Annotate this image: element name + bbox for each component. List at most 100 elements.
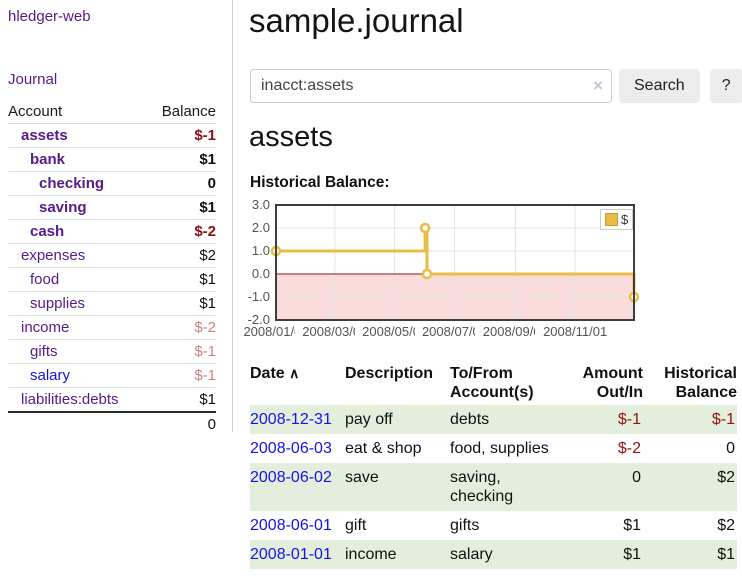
amount-column-header: Amount Out/In [582,365,643,401]
account-link-checking[interactable]: checking [39,175,105,192]
transaction-description: pay off [345,405,450,434]
transaction-row[interactable]: 2008-06-01 gift gifts $1 $2 [250,511,737,540]
x-axis-tick-label: 2008/11/01 [535,324,616,339]
account-link-bank[interactable]: bank [30,151,66,168]
account-row: supplies $1 [8,291,216,316]
transaction-balance: $1 [643,540,737,569]
y-axis-tick-label: 3.0 [251,197,270,212]
sort-ascending-icon: ∧ [289,365,300,381]
account-row: saving $1 [8,195,216,220]
transaction-date-link[interactable]: 2008-12-31 [250,411,332,428]
account-column-header: Account [8,100,148,124]
x-axis-tick-label: 2008/07/01 [414,324,495,339]
account-balance: $-1 [147,339,216,364]
account-row: cash $-2 [8,219,216,244]
search-form: × Search ? [250,69,742,103]
transaction-description: gift [345,517,367,534]
historical-balance-chart: $ 3.0 2.0 1.0 0.0 -1.0 -2.0 2008/01/01 2008/03/… [236,197,742,349]
y-axis-tick-label: -1.0 [247,289,270,304]
transaction-amount: $1 [565,540,643,569]
transaction-row[interactable]: 2008-06-03 eat & shop food, supplies $-2… [250,434,737,463]
sidebar-item-journal[interactable]: Journal [8,71,58,88]
transaction-row[interactable]: 2008-12-31 pay off debts $-1 $-1 [250,405,737,434]
account-link-gifts[interactable]: gifts [30,343,58,360]
account-link-food[interactable]: food [30,271,60,288]
account-row: income $-2 [8,315,216,340]
account-row: gifts $-1 [8,339,216,364]
account-link-liabilities-debts[interactable]: liabilities:debts [21,391,119,408]
y-axis-tick-label: 2.0 [251,220,270,235]
account-link-supplies[interactable]: supplies [30,295,86,312]
transaction-date-link[interactable]: 2008-06-03 [250,440,332,457]
account-balance: 0 [147,171,216,196]
account-link-expenses[interactable]: expenses [21,247,86,264]
account-balance: $-2 [147,219,216,244]
account-balance: $-2 [147,315,216,340]
balance-column-header: Historical Balance [664,365,737,401]
account-link-cash[interactable]: cash [30,223,65,240]
transaction-accounts: saving, checking [450,463,565,511]
search-button[interactable]: Search [619,69,700,103]
transaction-description: income [345,540,450,569]
account-link-assets[interactable]: assets [21,127,68,144]
transaction-date-link[interactable]: 2008-01-01 [250,546,332,563]
transaction-accounts: food, supplies [450,440,549,457]
transaction-balance: $2 [643,463,737,511]
account-balance: $-1 [147,363,216,388]
account-balance: $1 [147,291,216,316]
account-link-income[interactable]: income [21,319,70,336]
date-column-header[interactable]: Date ∧ [250,365,300,382]
transaction-amount: $-1 [565,405,643,434]
y-axis-tick-label: 0.0 [251,266,270,281]
transaction-balance: $2 [717,517,735,534]
account-balance: $1 [147,195,216,220]
transaction-amount: $-2 [617,440,641,457]
description-column-header: Description [345,365,434,382]
account-link-saving[interactable]: saving [39,199,87,216]
search-help-button[interactable]: ? [709,69,742,103]
account-tree-table: Account Balance assets $-1 bank $1 check… [8,100,216,436]
chart-legend: $ [600,209,634,230]
transaction-amount: $1 [623,517,641,534]
transaction-description: eat & shop [345,440,422,457]
transaction-balance: $-1 [643,405,737,434]
transaction-accounts: debts [450,405,565,434]
transaction-row[interactable]: 2008-06-02 save saving, checking 0 $2 [250,463,737,511]
account-row: bank $1 [8,147,216,172]
balance-column-header: Balance [147,100,216,124]
y-axis-tick-label: -2.0 [247,312,270,327]
transaction-amount: 0 [565,463,643,511]
page-title: sample.journal [249,2,464,39]
accounts-column-header: To/From Account(s) [450,365,534,401]
transaction-row[interactable]: 2008-01-01 income salary $1 $1 [250,540,737,569]
transaction-date-link[interactable]: 2008-06-02 [250,469,332,486]
transaction-accounts: salary [450,540,565,569]
clear-search-icon[interactable]: × [593,76,603,95]
account-tree-header: Account Balance [8,100,216,124]
legend-label: $ [621,212,629,227]
account-link-salary[interactable]: salary [30,367,71,384]
account-row: salary $-1 [8,363,216,388]
search-box: × [250,69,612,103]
transaction-accounts: gifts [450,517,480,534]
brand-link[interactable]: hledger-web [8,8,91,25]
chart-canvas [270,204,640,321]
register-header-row: Date ∧ Description To/From Account(s) Am… [250,361,737,405]
chart-title: Historical Balance: [250,174,390,191]
sidebar-divider [232,0,233,432]
transaction-date-link[interactable]: 2008-06-01 [250,517,332,534]
account-row: assets $-1 [8,123,216,148]
y-axis-tick-label: 1.0 [251,243,270,258]
account-balance: $1 [147,267,216,292]
accounts-total: 0 [147,411,216,436]
search-input[interactable] [250,69,612,103]
account-total-row: 0 [8,411,216,436]
account-balance: $-1 [147,123,216,148]
account-row: expenses $2 [8,243,216,268]
transaction-description: save [345,463,450,511]
account-balance: $1 [147,387,216,413]
account-row: food $1 [8,267,216,292]
account-balance: $1 [147,147,216,172]
account-row: checking 0 [8,171,216,196]
